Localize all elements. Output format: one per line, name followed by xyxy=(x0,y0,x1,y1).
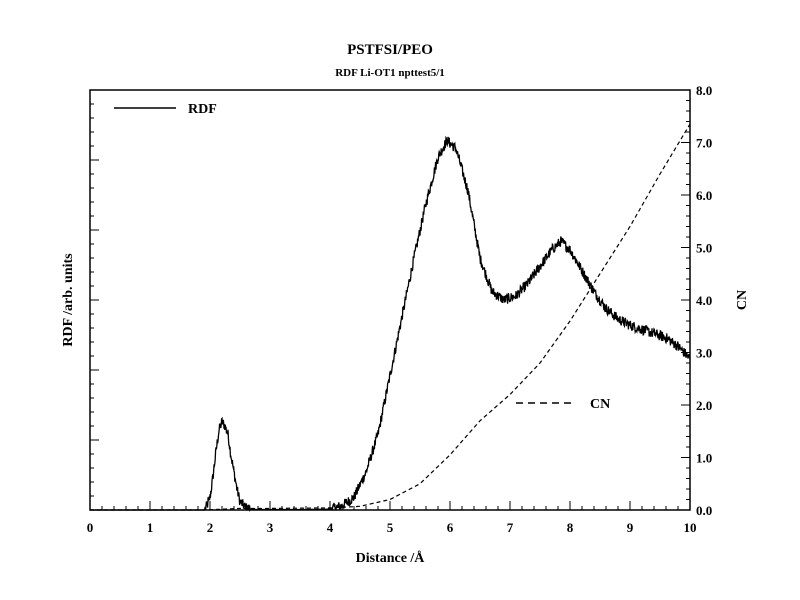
x-tick-label: 3 xyxy=(267,520,274,535)
series-cn-line xyxy=(90,123,691,511)
right-tick-label: 1.0 xyxy=(696,451,712,466)
x-tick-label: 7 xyxy=(507,520,514,535)
x-tick-label: 1 xyxy=(147,520,154,535)
right-tick-label: 0.0 xyxy=(696,503,712,518)
right-tick-label: 6.0 xyxy=(696,188,712,203)
x-tick-label: 10 xyxy=(684,520,697,535)
right-tick-label: 4.0 xyxy=(696,293,712,308)
legend-cn-label: CN xyxy=(590,397,610,412)
x-axis-label: Distance /Å xyxy=(356,550,426,566)
x-tick-label: 2 xyxy=(207,520,214,535)
right-tick-label: 2.0 xyxy=(696,398,712,413)
right-tick-label: 5.0 xyxy=(696,241,712,256)
right-tick-labels: 0.0 1.0 2.0 3.0 4.0 5.0 6.0 7.0 8.0 xyxy=(696,83,712,518)
right-tick-label: 8.0 xyxy=(696,83,712,98)
legend-rdf-label: RDF xyxy=(188,102,217,117)
x-tick-label: 9 xyxy=(627,520,634,535)
x-tick-labels: 0 1 2 3 4 5 6 7 8 9 10 xyxy=(87,520,697,535)
series-rdf-line xyxy=(90,135,691,513)
x-tick-label: 6 xyxy=(447,520,454,535)
right-axis-label: CN xyxy=(735,290,750,310)
right-tick-label: 7.0 xyxy=(696,136,712,151)
x-tick-label: 4 xyxy=(327,520,334,535)
chart-subtitle: RDF Li-OT1 npttest5/1 xyxy=(335,67,445,79)
x-tick-label: 8 xyxy=(567,520,574,535)
x-tick-label: 0 xyxy=(87,520,94,535)
chart-title: PSTFSI/PEO xyxy=(347,42,433,58)
right-tick-label: 3.0 xyxy=(696,346,712,361)
left-axis-label: RDF /arb. units xyxy=(61,253,76,347)
x-tick-label: 5 xyxy=(387,520,394,535)
